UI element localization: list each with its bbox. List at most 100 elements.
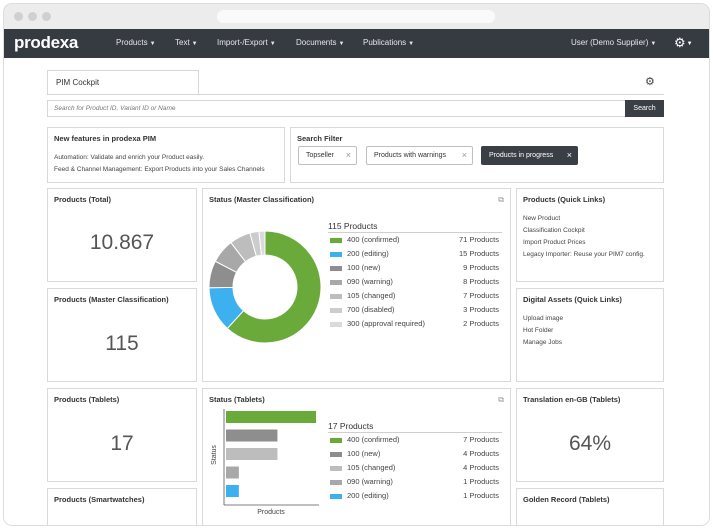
- products-tablets-card[interactable]: Products (Tablets) 17: [47, 388, 197, 482]
- products-total-card[interactable]: Products (Total) 10.867: [47, 188, 197, 282]
- legend-swatch: [330, 308, 342, 313]
- menu-text[interactable]: Text ▼: [175, 38, 198, 47]
- legend-item[interactable]: 105 (changed) 7 Products: [330, 290, 499, 304]
- legend-label: 700 (disabled): [347, 305, 395, 314]
- legend-swatch: [330, 238, 342, 243]
- close-icon[interactable]: ×: [566, 150, 572, 160]
- golden-record-card[interactable]: Golden Record (Tablets): [516, 488, 664, 525]
- legend-label: 300 (approval required): [347, 319, 425, 328]
- card-title: Products (Smartwatches): [54, 495, 145, 504]
- external-link-icon[interactable]: ⧉: [498, 395, 504, 404]
- top-navigation: prodexa Products ▼ Text ▼ Import-/Export ▼ …: [4, 29, 709, 58]
- status-master-donut-chart: [208, 230, 322, 344]
- quick-link-classification-cockpit[interactable]: Classification Cockpit: [523, 227, 585, 234]
- translation-card[interactable]: Translation en-GB (Tablets) 64%: [516, 388, 664, 482]
- window-close-dot[interactable]: [14, 12, 23, 21]
- legend-count: 2 Products: [463, 319, 499, 328]
- legend-swatch: [330, 494, 342, 499]
- legend-item[interactable]: 200 (editing) 1 Products: [330, 490, 499, 504]
- search-button[interactable]: Search: [625, 100, 664, 117]
- filter-chip-products-in-progress[interactable]: Products in progress ×: [481, 146, 578, 165]
- products-master-value: 115: [105, 332, 139, 355]
- legend-item[interactable]: 200 (editing) 15 Products: [330, 248, 499, 262]
- card-title: New features in prodexa PIM: [54, 134, 157, 143]
- card-title: Products (Total): [54, 195, 111, 204]
- feature-line: Automation: Validate and enrich your Pro…: [54, 154, 205, 161]
- close-icon[interactable]: ×: [461, 150, 467, 160]
- legend-count: 4 Products: [463, 463, 499, 472]
- legend-item[interactable]: 400 (confirmed) 7 Products: [330, 434, 499, 448]
- legend-label: 100 (new): [347, 449, 381, 458]
- feature-line: Feed & Channel Management: Export Produc…: [54, 166, 265, 173]
- products-quick-links-card: Products (Quick Links) New Product Class…: [516, 188, 664, 282]
- legend-item[interactable]: 400 (confirmed) 71 Products: [330, 234, 499, 248]
- status-bar[interactable]: [226, 448, 278, 460]
- card-title: Translation en-GB (Tablets): [523, 395, 621, 404]
- filter-chip-products-with-warnings[interactable]: Products with warnings ×: [366, 146, 473, 165]
- status-bar[interactable]: [226, 485, 239, 497]
- legend-swatch: [330, 466, 342, 471]
- legend-item[interactable]: 090 (warning) 8 Products: [330, 276, 499, 290]
- quick-link-upload-image[interactable]: Upload image: [523, 315, 564, 322]
- tab-pim-cockpit[interactable]: PIM Cockpit: [47, 70, 199, 94]
- quick-link-manage-jobs[interactable]: Manage Jobs: [523, 339, 563, 346]
- donut-slice[interactable]: [258, 230, 266, 256]
- status-bar[interactable]: [226, 411, 316, 423]
- legend-swatch: [330, 322, 342, 327]
- quick-link-legacy-importer[interactable]: Legacy Importer: Reuse your PIM7 config.: [523, 251, 645, 258]
- legend-label: 090 (warning): [347, 477, 393, 486]
- legend-count: 1 Products: [463, 491, 499, 500]
- legend-label: 105 (changed): [347, 463, 396, 472]
- caret-down-icon: ▼: [650, 41, 657, 47]
- legend-item[interactable]: 105 (changed) 4 Products: [330, 462, 499, 476]
- quick-link-new-product[interactable]: New Product: [523, 215, 561, 222]
- translation-value: 64%: [568, 432, 612, 455]
- search-filter-card: Search Filter Topseller × Products with w…: [290, 127, 664, 183]
- quick-link-import-prices[interactable]: Import Product Prices: [523, 239, 586, 246]
- quick-link-hot-folder[interactable]: Hot Folder: [523, 327, 554, 334]
- tab-divider: [47, 94, 664, 95]
- user-menu[interactable]: User (Demo Supplier) ▼: [571, 38, 657, 47]
- settings-gear-icon[interactable]: ⚙▼: [674, 35, 693, 50]
- products-smartwatches-card[interactable]: Products (Smartwatches): [47, 488, 197, 525]
- close-icon[interactable]: ×: [345, 150, 351, 160]
- status-bar[interactable]: [226, 429, 278, 442]
- legend-item[interactable]: 300 (approval required) 2 Products: [330, 318, 499, 332]
- menu-import-export[interactable]: Import-/Export ▼: [217, 38, 276, 47]
- digital-assets-quick-links-card: Digital Assets (Quick Links) Upload imag…: [516, 288, 664, 382]
- status-bar[interactable]: [226, 466, 239, 479]
- legend-count: 4 Products: [463, 449, 499, 458]
- chart-x-axis-label: Products: [257, 509, 285, 516]
- legend-item[interactable]: 700 (disabled) 3 Products: [330, 304, 499, 318]
- legend-label: 105 (changed): [347, 291, 396, 300]
- product-search-input[interactable]: [47, 100, 626, 117]
- status-tablets-card: Status (Tablets) ⧉ Status Products 17 Pr…: [202, 388, 511, 525]
- donut-slice[interactable]: [226, 230, 322, 344]
- status-master-legend: 400 (confirmed) 71 Products 200 (editing) 1…: [330, 234, 499, 334]
- filter-chip-topseller[interactable]: Topseller ×: [298, 146, 357, 165]
- legend-count: 8 Products: [463, 277, 499, 286]
- products-master-card[interactable]: Products (Master Classification) 115: [47, 288, 197, 382]
- legend-label: 100 (new): [347, 263, 381, 272]
- legend-item[interactable]: 100 (new) 9 Products: [330, 262, 499, 276]
- legend-count: 3 Products: [463, 305, 499, 314]
- legend-divider: [328, 232, 502, 233]
- legend-item[interactable]: 100 (new) 4 Products: [330, 448, 499, 462]
- menu-products[interactable]: Products ▼: [116, 38, 156, 47]
- external-link-icon[interactable]: ⧉: [498, 195, 504, 204]
- menu-documents[interactable]: Documents ▼: [296, 38, 345, 47]
- window-minimize-dot[interactable]: [28, 12, 37, 21]
- legend-item[interactable]: 090 (warning) 1 Products: [330, 476, 499, 490]
- legend-label: 400 (confirmed): [347, 235, 400, 244]
- address-bar[interactable]: [217, 10, 495, 23]
- card-title: Products (Master Classification): [54, 295, 169, 304]
- legend-swatch: [330, 438, 342, 443]
- window-maximize-dot[interactable]: [42, 12, 51, 21]
- caret-down-icon: ▼: [191, 41, 198, 47]
- caret-down-icon: ▼: [269, 41, 276, 47]
- cockpit-settings-gear-icon[interactable]: ⚙: [645, 76, 655, 88]
- status-master-card: Status (Master Classification) ⧉ 115 Pro…: [202, 188, 511, 382]
- prodexa-logo[interactable]: prodexa: [14, 33, 79, 52]
- caret-down-icon: ▼: [149, 41, 156, 47]
- menu-publications[interactable]: Publications ▼: [363, 38, 415, 47]
